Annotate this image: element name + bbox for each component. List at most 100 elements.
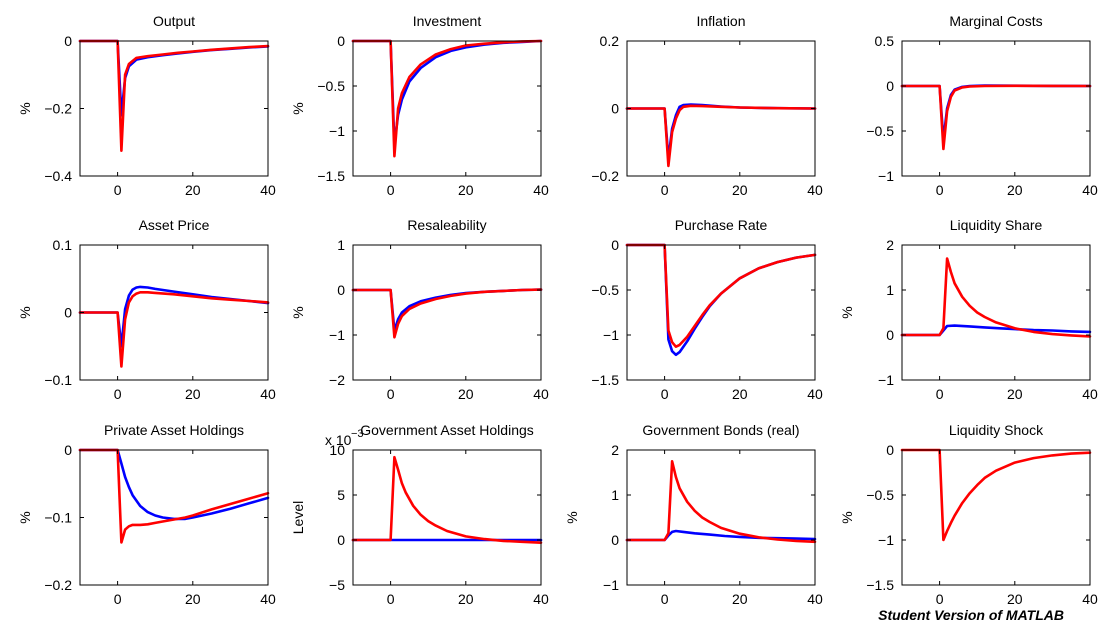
y-tick-label: 0 [886, 327, 894, 343]
x-tick-label: 40 [1082, 386, 1098, 402]
y-tick-label: −0.5 [866, 487, 894, 503]
y-axis-label: % [17, 306, 33, 318]
x-tick-label: 40 [533, 182, 549, 198]
series-line-1 [78, 448, 270, 521]
subplot-title: Private Asset Holdings [104, 422, 244, 438]
y-tick-label: 0 [337, 282, 345, 298]
y-tick-label: 0 [611, 532, 619, 548]
y-tick-label: 0.2 [600, 33, 620, 49]
series-line-1 [900, 84, 1092, 142]
y-axis-label: % [290, 102, 306, 114]
y-tick-label: −5 [329, 577, 345, 593]
series-line-2 [900, 257, 1092, 338]
y-axis-label: % [839, 511, 855, 523]
y-tick-label: −0.2 [591, 168, 619, 184]
x-tick-label: 0 [661, 386, 669, 402]
y-tick-label: 0 [64, 442, 72, 458]
y-tick-label: −0.1 [44, 510, 72, 526]
axes-box [901, 244, 1091, 381]
y-tick-label: −1 [878, 168, 894, 184]
y-tick-label: 10 [329, 442, 345, 458]
subplot-inflation: 0 20 40 0.2 0 −0.2 Inflation [591, 13, 823, 198]
subplot-title: Investment [413, 13, 482, 29]
y-tick-label: 0 [64, 33, 72, 49]
series-line-1 [625, 529, 817, 542]
axes-box [352, 449, 542, 586]
y-tick-label: 0 [886, 78, 894, 94]
subplot-output: 0 20 40 0 −0.2 −0.4% Output [17, 13, 276, 198]
x-tick-label: 0 [114, 182, 122, 198]
y-tick-label: −0.5 [866, 123, 894, 139]
series-line-2 [625, 104, 817, 168]
x-tick-label: 40 [1082, 182, 1098, 198]
x-tick-label: 0 [936, 591, 944, 607]
axes-box [79, 40, 269, 177]
y-tick-label: 1 [611, 487, 619, 503]
series-line-2 [625, 243, 817, 349]
y-tick-label: 5 [337, 487, 345, 503]
y-axis-label: % [290, 306, 306, 318]
y-axis-label: % [839, 306, 855, 318]
series-line-2 [78, 39, 270, 152]
y-axis-label: % [17, 511, 33, 523]
x-tick-label: 0 [387, 182, 395, 198]
subplot-title: Marginal Costs [949, 13, 1042, 29]
x-tick-label: 20 [732, 591, 748, 607]
x-tick-label: 20 [1007, 386, 1023, 402]
x-tick-label: 0 [936, 386, 944, 402]
y-tick-label: −1.5 [317, 168, 345, 184]
x-tick-label: 20 [185, 386, 201, 402]
axes-box [626, 244, 816, 381]
y-tick-label: 2 [611, 442, 619, 458]
y-tick-label: −0.1 [44, 372, 72, 388]
y-tick-label: −1 [878, 372, 894, 388]
series-line-2 [900, 84, 1092, 151]
y-tick-label: 0 [64, 305, 72, 321]
x-tick-label: 40 [260, 182, 276, 198]
y-tick-label: −0.2 [44, 577, 72, 593]
subplot-title: Government Bonds (real) [642, 422, 799, 438]
subplot-title: Purchase Rate [675, 217, 768, 233]
subplot-resaleability: 0 20 40 1 0 −1 −2% Resaleability [290, 217, 549, 402]
y-tick-label: 0 [611, 101, 619, 117]
series-line-2 [78, 290, 270, 368]
y-tick-label: −0.4 [44, 168, 72, 184]
y-tick-label: 0.5 [875, 33, 895, 49]
series-line-2 [78, 448, 270, 544]
series-line-1 [900, 448, 1092, 542]
y-tick-label: 0 [886, 442, 894, 458]
subplot-title: Government Asset Holdings [360, 422, 534, 438]
x-tick-label: 40 [807, 386, 823, 402]
x-tick-label: 20 [458, 386, 474, 402]
subplot-title: Liquidity Shock [949, 422, 1044, 438]
series-line-2 [351, 39, 543, 158]
x-tick-label: 0 [661, 182, 669, 198]
y-axis-label: % [17, 102, 33, 114]
x-tick-label: 40 [260, 386, 276, 402]
x-tick-label: 0 [387, 386, 395, 402]
x-tick-label: 40 [533, 591, 549, 607]
x-tick-label: 0 [114, 386, 122, 402]
series-line-1 [625, 103, 817, 161]
series-line-1 [78, 285, 270, 348]
subplot-liquidity-shock: 0 20 40 0 −0.5 −1 −1.5% Liquidity Shock [839, 422, 1098, 607]
subplot-title: Asset Price [139, 217, 210, 233]
subplot-title: Output [153, 13, 195, 29]
subplot-private-asset-holdings: 0 20 40 0 −0.1 −0.2% Private Asset Holdings [17, 422, 276, 607]
x-tick-label: 40 [260, 591, 276, 607]
x-tick-label: 0 [114, 591, 122, 607]
x-tick-label: 40 [807, 182, 823, 198]
axis-exponent-power: −3 [351, 428, 364, 440]
y-tick-label: −1 [603, 327, 619, 343]
axes-box [352, 40, 542, 177]
subplot-purchase-rate: 0 20 40 0 −0.5 −1 −1.5 Purchase Rate [591, 217, 823, 402]
axes-box [901, 449, 1091, 586]
x-tick-label: 20 [458, 591, 474, 607]
x-tick-label: 0 [936, 182, 944, 198]
y-tick-label: −1 [603, 577, 619, 593]
x-tick-label: 20 [732, 182, 748, 198]
y-tick-label: −1.5 [591, 372, 619, 388]
series-line-1 [625, 243, 817, 357]
y-tick-label: −0.5 [591, 282, 619, 298]
